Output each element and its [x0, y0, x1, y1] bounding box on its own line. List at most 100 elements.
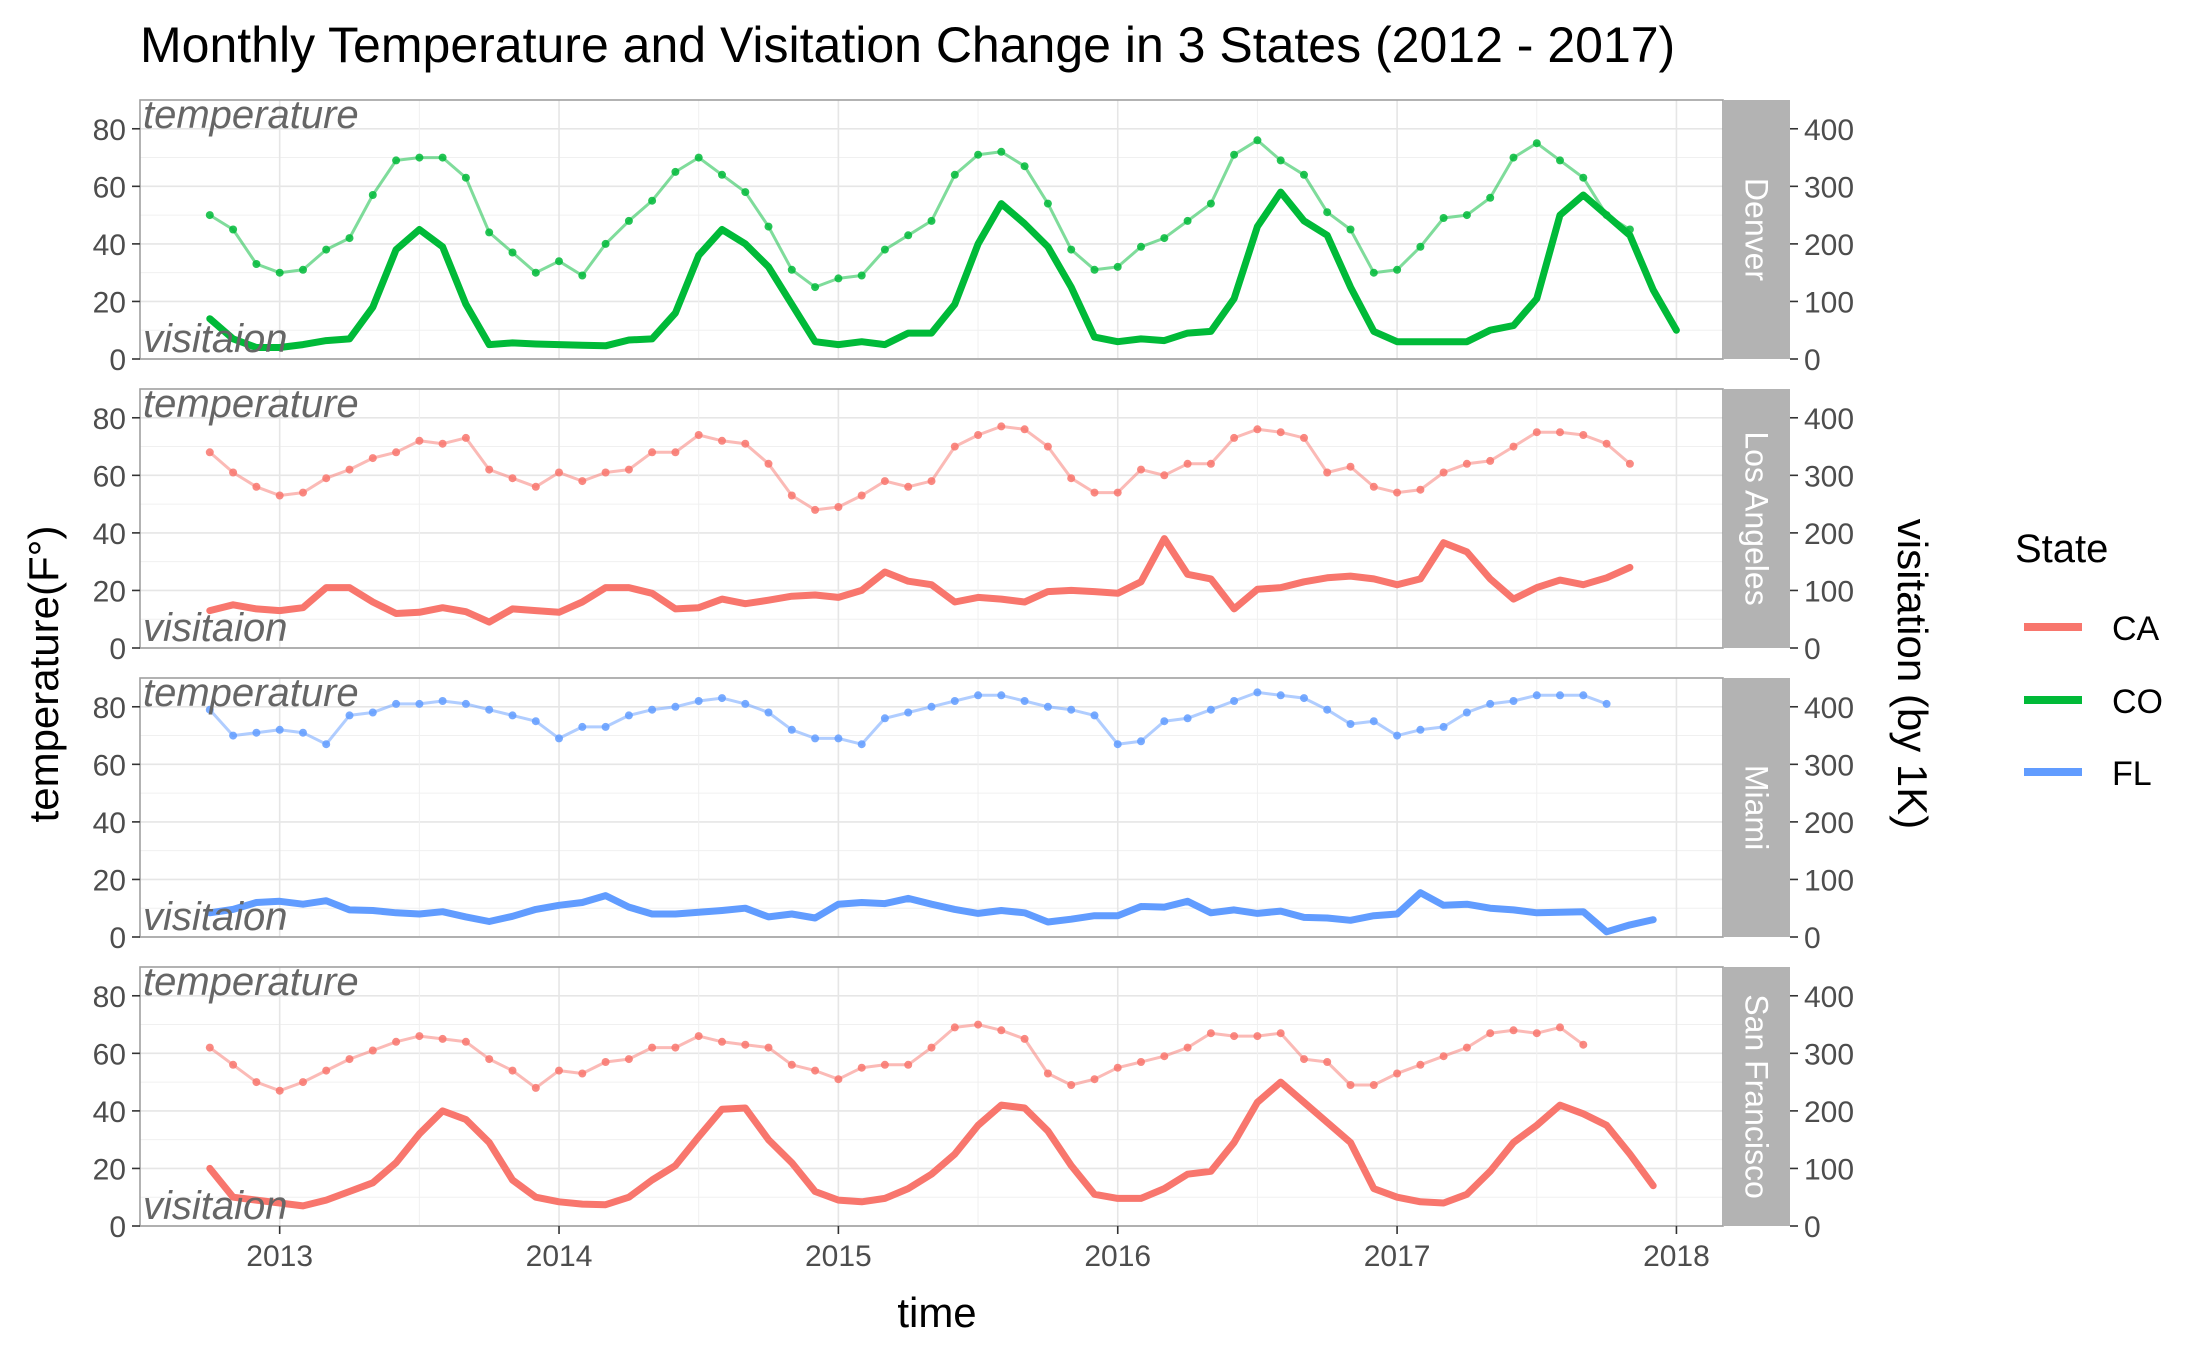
- temperature-point: [1439, 722, 1448, 731]
- temperature-point: [811, 1066, 820, 1075]
- temperature-point: [205, 211, 214, 220]
- temperature-point: [927, 216, 936, 225]
- temperature-point: [694, 431, 703, 439]
- temperature-point: [252, 1078, 261, 1087]
- visitation-panel-label: visitaion: [143, 317, 288, 361]
- temperature-point: [857, 271, 866, 280]
- y-right-tick-label: 0: [1804, 344, 1821, 377]
- temperature-point: [1090, 1075, 1099, 1084]
- panel-san-francisco: San Francisco 0 20 40 60 80 0 100 200 300 400 tempe…: [93, 960, 1854, 1244]
- temperature-point: [741, 439, 750, 448]
- x-tick-label: 2013: [246, 1240, 313, 1273]
- chart-title: Monthly Temperature and Visitation Chang…: [140, 17, 1675, 73]
- temperature-point: [275, 268, 284, 277]
- panel-strip-label: Miami: [1739, 765, 1775, 850]
- temperature-point: [1160, 234, 1169, 243]
- temperature-point: [811, 734, 820, 743]
- y-left-tick-label: 60: [93, 749, 126, 782]
- temperature-panel-label: temperature: [143, 671, 359, 715]
- temperature-point: [1369, 268, 1378, 277]
- visitation-line-miami: [206, 889, 1657, 936]
- temperature-point: [718, 436, 726, 445]
- temperature-point: [438, 1034, 447, 1043]
- panel-strip-label: San Francisco: [1739, 994, 1775, 1199]
- panel-los-angeles: Los Angeles 0 20 40 60 80 0 100 200 300 400 tempera…: [93, 382, 1854, 666]
- temperature-point: [1579, 691, 1588, 700]
- y-left-tick-label: 0: [109, 344, 126, 377]
- y-left-tick-label: 40: [93, 1096, 126, 1129]
- x-tick-label: 2015: [805, 1240, 872, 1273]
- temperature-point: [1090, 711, 1099, 720]
- y-left-tick-label: 20: [93, 1153, 126, 1186]
- temperature-point: [1067, 474, 1076, 483]
- temperature-point: [1509, 153, 1518, 162]
- temperature-point: [764, 222, 773, 231]
- temperature-point: [1230, 1032, 1239, 1041]
- temperature-point: [718, 170, 726, 179]
- temperature-point: [1043, 199, 1052, 208]
- temperature-point: [229, 225, 238, 234]
- visitation-panel-label: visitaion: [143, 895, 288, 939]
- legend-label-fl: FL: [2112, 755, 2152, 793]
- temperature-point: [531, 482, 540, 491]
- temperature-point: [880, 477, 889, 486]
- temperature-point: [997, 1026, 1006, 1035]
- temperature-point: [1253, 1032, 1262, 1041]
- temperature-point: [950, 170, 959, 179]
- temperature-point: [555, 734, 563, 743]
- temperature-point: [415, 699, 424, 708]
- panel-strip: [1723, 100, 1790, 359]
- temperature-point: [694, 1032, 703, 1041]
- temperature-point: [624, 465, 633, 474]
- temperature-point: [718, 1037, 726, 1046]
- y-left-tick-label: 0: [109, 1211, 126, 1244]
- temperature-point: [1556, 1023, 1564, 1032]
- temperature-point: [578, 271, 587, 280]
- panel-strip: [1723, 967, 1790, 1226]
- temperature-point: [671, 167, 680, 176]
- temperature-point: [252, 482, 261, 491]
- temperature-point: [1253, 425, 1262, 434]
- temperature-point: [461, 699, 470, 708]
- visitation-line-san-francisco: [206, 1078, 1657, 1210]
- temperature-point: [601, 1058, 610, 1066]
- temperature-point: [950, 697, 959, 705]
- temperature-line-los-angeles: [208, 424, 1631, 512]
- temperature-point: [787, 725, 796, 734]
- temperature-point: [718, 694, 726, 703]
- temperature-point: [1416, 242, 1425, 251]
- temperature-point: [787, 1060, 796, 1069]
- temperature-point: [299, 488, 307, 497]
- y-left-tick-label: 80: [93, 114, 126, 147]
- temperature-panel-label: temperature: [143, 960, 359, 1004]
- temperature-point: [1043, 1069, 1052, 1078]
- y-left-tick-label: 80: [93, 981, 126, 1014]
- temperature-point: [1206, 459, 1215, 468]
- temperature-point: [1300, 694, 1308, 703]
- temperature-point: [485, 228, 494, 237]
- temperature-point: [275, 491, 284, 500]
- y-right-tick-label: 100: [1804, 864, 1854, 897]
- temperature-point: [671, 702, 680, 711]
- temperature-point: [1020, 697, 1029, 705]
- y-right-tick-label: 300: [1804, 749, 1854, 782]
- temperature-point: [857, 740, 866, 749]
- temperature-point: [880, 714, 889, 723]
- temperature-point: [1137, 1058, 1145, 1066]
- legend-item-fl: FL: [2024, 755, 2152, 793]
- y-left-tick-label: 80: [93, 403, 126, 436]
- temperature-point: [1532, 1029, 1541, 1038]
- y-left-tick-label: 0: [109, 633, 126, 666]
- visitation-line-denver: [206, 188, 1680, 351]
- temperature-point: [1160, 471, 1169, 480]
- temperature-point: [322, 1066, 331, 1075]
- y-left-tick-label: 60: [93, 1038, 126, 1071]
- temperature-point: [834, 274, 843, 283]
- visitation-line-los-angeles: [206, 535, 1634, 626]
- temperature-point: [1300, 1055, 1308, 1064]
- temperature-point: [1393, 488, 1402, 497]
- y-right-tick-label: 400: [1804, 692, 1854, 725]
- temperature-point: [1137, 737, 1145, 746]
- temperature-point: [1509, 697, 1518, 705]
